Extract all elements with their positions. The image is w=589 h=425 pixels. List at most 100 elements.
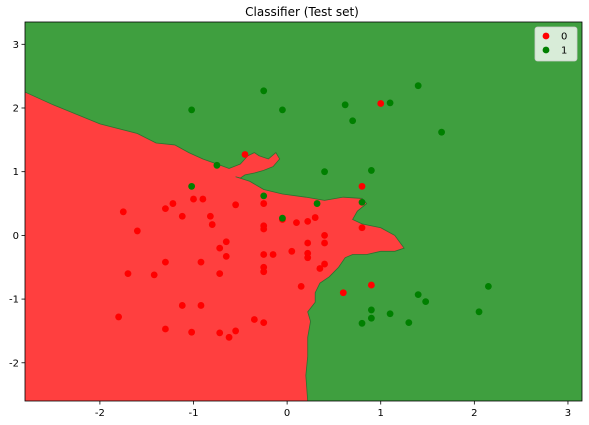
point-class-0	[162, 258, 169, 266]
point-class-1	[279, 106, 286, 114]
point-class-1	[279, 214, 286, 222]
point-class-1	[313, 200, 321, 207]
point-class-1	[367, 306, 375, 314]
point-class-1	[188, 182, 196, 190]
legend-label-1: 1	[561, 46, 567, 57]
point-class-0	[321, 260, 328, 268]
decision-boundary	[24, 91, 405, 402]
point-class-1	[438, 128, 445, 136]
point-class-0	[169, 200, 177, 207]
point-class-0	[304, 239, 312, 247]
point-class-0	[358, 182, 366, 190]
point-class-0	[241, 151, 249, 158]
legend-box	[534, 26, 578, 62]
point-class-0	[150, 271, 158, 279]
point-class-1	[405, 319, 413, 327]
point-class-0	[321, 231, 328, 239]
y-tick-label: -1	[9, 295, 19, 306]
point-class-0	[162, 205, 169, 213]
point-class-0	[178, 302, 186, 309]
legend: 01	[534, 26, 578, 62]
point-class-0	[260, 200, 268, 207]
x-tick-label: 3	[565, 408, 571, 419]
point-class-1	[260, 87, 268, 95]
point-class-0	[197, 258, 205, 266]
point-class-1	[358, 198, 366, 206]
point-class-0	[133, 227, 141, 235]
point-class-0	[288, 247, 296, 255]
point-class-1	[188, 106, 196, 114]
point-class-0	[377, 100, 385, 107]
legend-label-0: 0	[561, 32, 567, 43]
point-class-0	[358, 224, 366, 232]
point-class-0	[260, 268, 268, 276]
point-class-0	[304, 249, 312, 257]
point-class-0	[124, 270, 132, 278]
y-tick-label: -2	[9, 358, 19, 369]
point-class-0	[269, 251, 277, 258]
point-class-0	[162, 325, 169, 333]
point-class-0	[119, 208, 127, 216]
point-class-0	[199, 195, 207, 203]
point-class-1	[367, 167, 375, 174]
legend-marker-0	[542, 32, 550, 40]
point-class-0	[260, 251, 268, 258]
point-class-0	[297, 282, 305, 290]
legend-marker-1	[542, 46, 550, 54]
y-axis: -2 -1 0 1 2 3	[9, 40, 25, 369]
y-tick-label: 0	[13, 231, 19, 242]
point-class-1	[358, 319, 366, 327]
plot-area	[24, 21, 583, 402]
y-tick-label: 2	[13, 103, 19, 114]
point-class-0	[178, 212, 186, 220]
point-class-0	[367, 281, 375, 289]
point-class-0	[260, 319, 268, 327]
point-class-1	[260, 192, 268, 200]
point-class-0	[188, 328, 196, 336]
point-class-0	[216, 270, 224, 278]
point-class-1	[475, 308, 483, 316]
region-class-0	[25, 92, 405, 401]
point-class-1	[422, 298, 430, 306]
point-class-0	[232, 327, 240, 335]
point-class-0	[197, 302, 205, 309]
point-class-0	[311, 214, 319, 221]
point-class-0	[222, 253, 230, 260]
point-class-0	[293, 219, 300, 227]
point-class-0	[225, 333, 233, 341]
chart-title: Classifier (Test set)	[245, 5, 359, 19]
x-tick-label: -2	[95, 408, 105, 419]
point-class-0	[321, 239, 328, 247]
point-class-1	[414, 291, 422, 299]
point-class-1	[367, 314, 375, 322]
point-class-1	[414, 82, 422, 90]
point-class-0	[206, 212, 214, 220]
point-class-0	[216, 244, 224, 252]
x-tick-label: -1	[189, 408, 199, 419]
point-class-0	[208, 221, 216, 228]
point-class-0	[339, 289, 347, 297]
y-tick-label: 3	[13, 40, 19, 51]
point-class-0	[232, 201, 240, 209]
y-tick-label: 1	[13, 167, 19, 178]
plot-frame	[24, 21, 583, 402]
point-class-1	[321, 168, 328, 176]
point-class-1	[341, 101, 349, 109]
point-class-0	[316, 265, 324, 272]
point-class-0	[190, 195, 197, 203]
point-class-0	[304, 217, 312, 225]
x-axis: -2 -1 0 1 2 3	[95, 401, 571, 419]
point-class-1	[213, 161, 221, 169]
point-class-0	[216, 329, 224, 337]
x-tick-label: 0	[284, 408, 290, 419]
point-class-0	[260, 225, 268, 233]
x-tick-label: 2	[471, 408, 477, 419]
point-class-0	[250, 316, 258, 323]
point-class-1	[386, 99, 394, 107]
x-tick-label: 1	[378, 408, 384, 419]
point-class-0	[222, 238, 230, 246]
point-class-0	[115, 313, 123, 321]
point-class-1	[349, 117, 357, 125]
point-class-1	[386, 310, 394, 318]
